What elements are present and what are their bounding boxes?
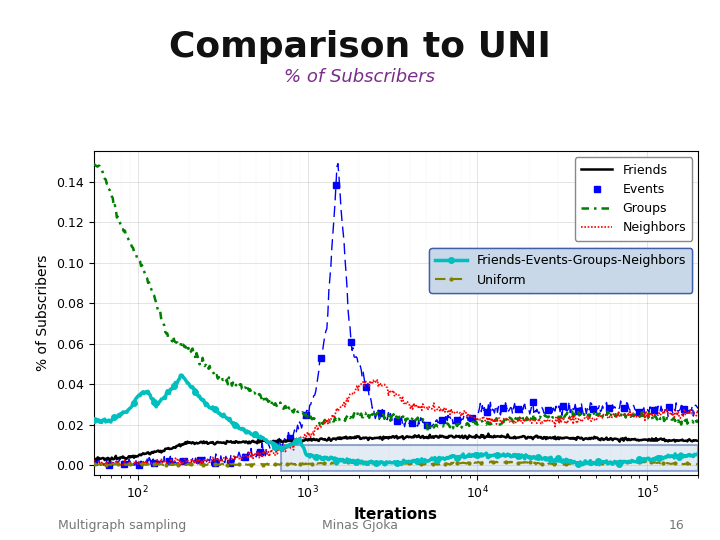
Friends (105, 457, 114, 464)
Friends (446, 433, 455, 439)
Events (246, 453, 254, 460)
Uniform (546, 460, 555, 467)
Neighbors (91, 462, 100, 468)
Friends-Events-Groups-Neighbors (197, 396, 206, 402)
Events (448, 414, 456, 421)
Uniform (246, 461, 254, 468)
Line: Events: Events (90, 160, 702, 469)
Friends-Events-Groups-Neighbors (246, 430, 254, 436)
Events (546, 407, 555, 413)
Line: Uniform: Uniform (91, 458, 701, 468)
Events (90, 462, 99, 468)
Friends-Events-Groups-Neighbors (694, 450, 703, 456)
Groups (89, 161, 98, 168)
Events (197, 457, 206, 464)
Groups (448, 422, 456, 429)
Uniform (115, 462, 124, 468)
Text: % of Subscribers: % of Subscribers (284, 68, 436, 85)
Friends (89, 456, 98, 462)
Events (333, 160, 342, 167)
Groups (495, 418, 504, 425)
Groups (423, 428, 432, 434)
Bar (282, 445, 698, 471)
Text: Minas Gjoka: Minas Gjoka (322, 519, 398, 532)
Friends-Events-Groups-Neighbors (364, 461, 372, 468)
Friends (484, 430, 492, 437)
Text: Multigraph sampling: Multigraph sampling (58, 519, 186, 532)
Uniform (694, 460, 703, 467)
Y-axis label: % of Subscribers: % of Subscribers (36, 255, 50, 372)
Friends-Events-Groups-Neighbors (546, 458, 554, 465)
Neighbors (246, 448, 254, 455)
Line: Neighbors: Neighbors (94, 380, 698, 465)
Groups (246, 386, 254, 393)
Neighbors (373, 377, 382, 383)
Line: Friends-Events-Groups-Neighbors: Friends-Events-Groups-Neighbors (91, 372, 701, 468)
Text: 16: 16 (668, 519, 684, 532)
X-axis label: Iterations: Iterations (354, 507, 438, 522)
Groups (364, 412, 372, 418)
Events (694, 406, 703, 412)
Uniform (89, 461, 98, 468)
Line: Groups: Groups (94, 165, 698, 431)
Text: Comparison to UNI: Comparison to UNI (169, 30, 551, 64)
Events (365, 395, 374, 401)
Groups (90, 161, 99, 168)
Neighbors (495, 415, 504, 421)
Legend: Friends-Events-Groups-Neighbors, Uniform: Friends-Events-Groups-Neighbors, Uniform (429, 248, 692, 293)
Neighbors (364, 381, 372, 387)
Groups (546, 411, 555, 417)
Friends (546, 435, 555, 441)
Friends (246, 440, 254, 447)
Uniform (495, 458, 504, 465)
Friends (364, 437, 372, 443)
Uniform (448, 461, 456, 467)
Friends-Events-Groups-Neighbors (577, 462, 585, 468)
Uniform (365, 459, 374, 465)
Friends (694, 438, 703, 444)
Uniform (197, 461, 206, 468)
Neighbors (448, 409, 456, 416)
Neighbors (89, 457, 98, 464)
Friends (495, 434, 504, 440)
Friends-Events-Groups-Neighbors (494, 454, 503, 460)
Friends-Events-Groups-Neighbors (89, 416, 98, 423)
Uniform (350, 458, 359, 464)
Friends-Events-Groups-Neighbors (177, 372, 186, 379)
Events (89, 458, 98, 465)
Friends-Events-Groups-Neighbors (446, 454, 455, 461)
Groups (694, 420, 703, 426)
Groups (197, 361, 206, 367)
Friends (197, 438, 206, 445)
Neighbors (546, 418, 555, 424)
Neighbors (197, 457, 206, 463)
Line: Friends: Friends (94, 434, 698, 461)
Neighbors (694, 410, 703, 416)
Events (495, 409, 504, 415)
